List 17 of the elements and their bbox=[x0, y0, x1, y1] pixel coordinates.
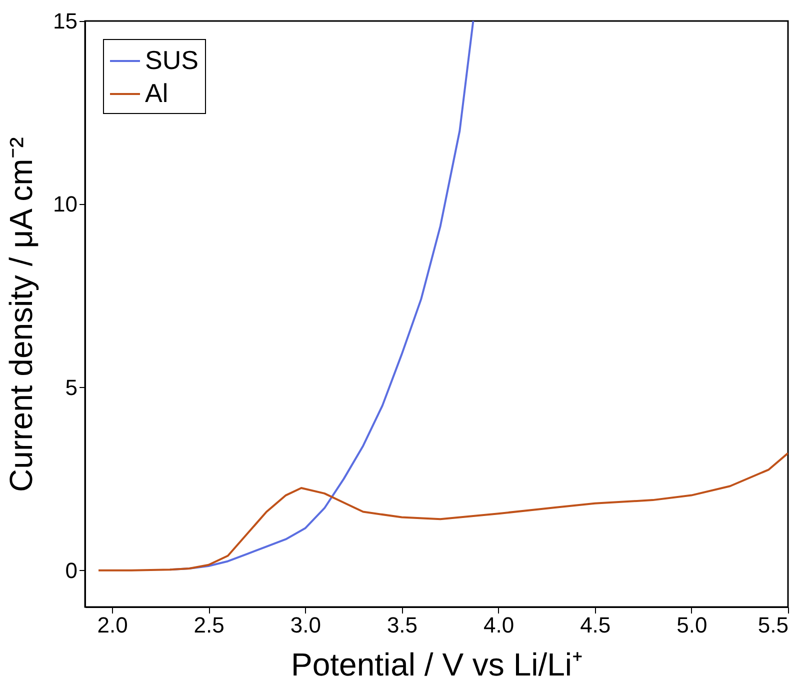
x-tick-label: 2.5 bbox=[194, 612, 224, 638]
line-series bbox=[98, 452, 788, 572]
x-tick-label: 3.0 bbox=[290, 612, 321, 638]
y-tick-label: 10 bbox=[53, 192, 78, 217]
y-axis-title: Current density / μA cm⁻² bbox=[3, 136, 40, 492]
x-tick-label: 5.0 bbox=[676, 612, 708, 638]
x-axis-title: Potential / V vs Li/Li⁺ bbox=[290, 646, 584, 682]
x-tick-label: 4.5 bbox=[580, 612, 611, 638]
y-tick-label: 5 bbox=[65, 374, 78, 400]
y-tick-label: 0 bbox=[65, 558, 78, 583]
legend-label: SUS bbox=[145, 45, 198, 75]
legend-label: Al bbox=[145, 78, 168, 108]
x-tick-label: 4.0 bbox=[484, 612, 514, 638]
x-tick-label: 2.0 bbox=[97, 612, 128, 638]
x-tick-label: 5.5 bbox=[758, 612, 788, 638]
y-tick-label: 15 bbox=[53, 8, 78, 34]
x-tick-label: 3.5 bbox=[386, 612, 418, 638]
